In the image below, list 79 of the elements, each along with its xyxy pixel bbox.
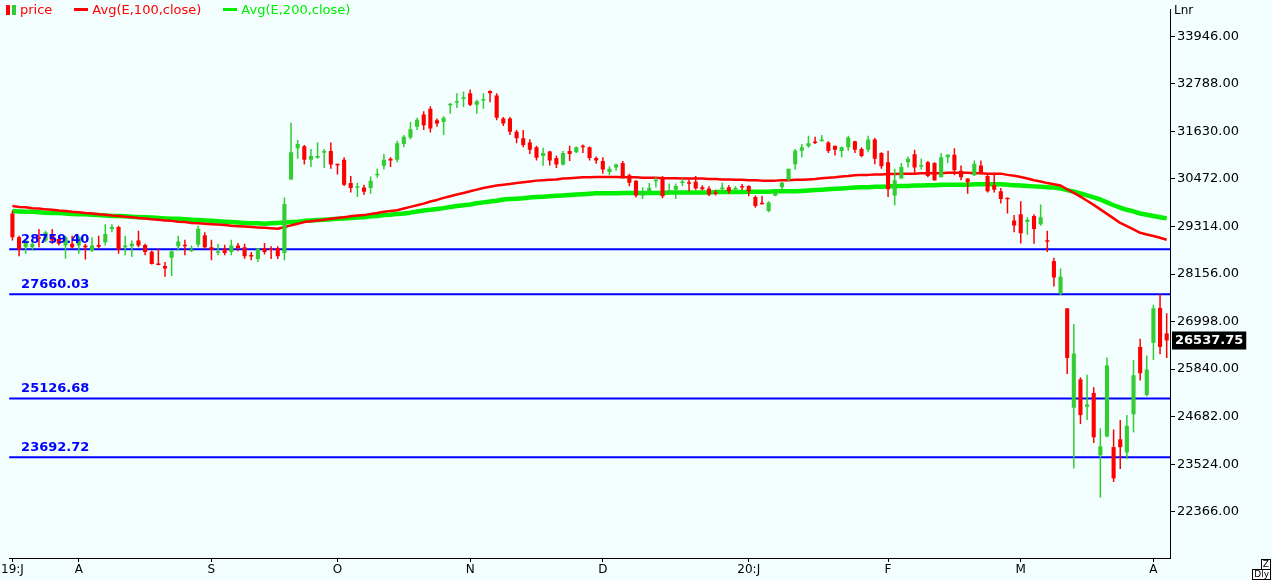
x-tick-label: N [465, 562, 475, 577]
candlestick [1164, 312, 1169, 359]
candlestick [169, 249, 174, 277]
candlestick [209, 239, 214, 262]
candlestick [1118, 419, 1123, 470]
legend-label: Avg(E,200,close) [240, 2, 351, 17]
text: Z [1260, 559, 1271, 570]
candlestick [1098, 427, 1103, 499]
y-tick-label: 25840.00 [1177, 360, 1240, 376]
candlestick [103, 223, 108, 247]
candlestick [109, 223, 114, 234]
ref-line-label: 27660.03 [21, 276, 90, 292]
candlestick [162, 261, 168, 278]
text: Lnr [1174, 3, 1194, 17]
candlestick [216, 243, 221, 257]
x-tick-label: M [1015, 562, 1026, 577]
candlestick [454, 92, 459, 109]
x-tick-label: A [74, 562, 84, 577]
x-tick-label: O [332, 562, 343, 577]
x-tick-label: 20:J [737, 562, 761, 577]
candlestick [10, 209, 15, 242]
y-tick-label: 30472.00 [1177, 170, 1240, 186]
candlestick [196, 225, 201, 248]
candlestick [1031, 213, 1037, 245]
y-tick-label: 26998.00 [1177, 312, 1240, 328]
candlestick [269, 245, 274, 260]
candlestick [328, 141, 333, 170]
candlestick [17, 234, 22, 257]
candlestick [1058, 267, 1063, 296]
text: 26537.75 [1175, 331, 1244, 347]
candlestick [474, 98, 479, 115]
legend-label: Avg(E,100,close) [91, 2, 202, 17]
candlestick [919, 158, 924, 171]
candlestick [594, 155, 599, 165]
candlestick [872, 137, 877, 165]
candlestick [295, 139, 300, 160]
candlestick [302, 144, 307, 166]
candlestick [308, 148, 313, 168]
candlestick [441, 115, 446, 136]
legend-label: price [19, 2, 53, 17]
x-tick-label: A [1149, 562, 1159, 577]
candlestick [487, 89, 493, 103]
y-tick-label: 32788.00 [1177, 75, 1240, 91]
y-tick-label: 24682.00 [1177, 408, 1240, 424]
candlestick [1051, 257, 1056, 288]
text: Dly [1252, 569, 1271, 580]
y-tick-label: 31630.00 [1177, 122, 1240, 138]
candlestick [892, 167, 897, 207]
candlestick [673, 182, 678, 200]
candlestick [667, 182, 672, 196]
y-tick-label: 28156.00 [1177, 265, 1240, 281]
x-tick-label: F [884, 562, 892, 577]
y-tick-label: 33946.00 [1177, 27, 1240, 43]
x-tick-label: D [598, 562, 608, 577]
candlestick [507, 116, 513, 136]
candlestick [541, 147, 546, 167]
candlestick [1038, 203, 1043, 227]
candlestick [939, 152, 944, 179]
ref-line-label: 23692.72 [21, 439, 90, 455]
candlestick [1045, 229, 1050, 253]
ref-line-label: 25126.68 [21, 380, 90, 396]
y-tick-label: 22366.00 [1177, 503, 1240, 519]
y-tick-label: 23524.00 [1177, 455, 1240, 471]
candlestick [494, 92, 499, 122]
y-tick-label: 29314.00 [1177, 217, 1240, 233]
candlestick [395, 140, 400, 163]
x-tick-label: 19:J [1, 562, 24, 577]
candlestick [322, 148, 327, 169]
candlestick [799, 143, 804, 158]
candlestick [1085, 374, 1090, 421]
candlestick [1012, 214, 1017, 234]
candlestick [660, 175, 665, 200]
candlestick [421, 110, 426, 131]
candlestick [793, 148, 798, 171]
candlestick [687, 178, 692, 193]
candlestick [428, 105, 433, 134]
x-tick-label: S [207, 562, 216, 577]
candlestick [1018, 200, 1023, 245]
candlestick [116, 225, 121, 255]
